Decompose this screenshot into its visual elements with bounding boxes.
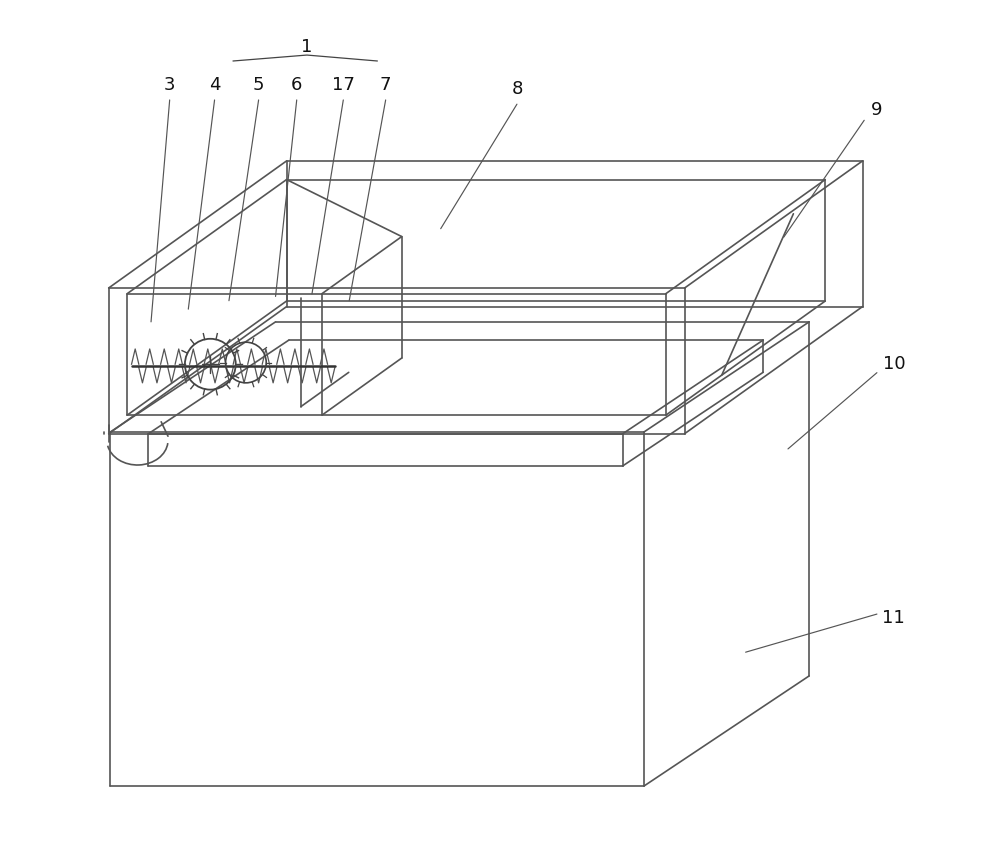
Text: 8: 8 [511,80,523,98]
Text: 17: 17 [332,75,355,94]
Text: 3: 3 [164,75,175,94]
Text: 1: 1 [301,37,313,56]
Text: 5: 5 [253,75,264,94]
Text: 7: 7 [380,75,391,94]
Text: 10: 10 [883,355,905,374]
Text: 11: 11 [882,609,905,628]
Text: 6: 6 [291,75,302,94]
Text: 4: 4 [209,75,220,94]
Text: 9: 9 [871,101,883,119]
